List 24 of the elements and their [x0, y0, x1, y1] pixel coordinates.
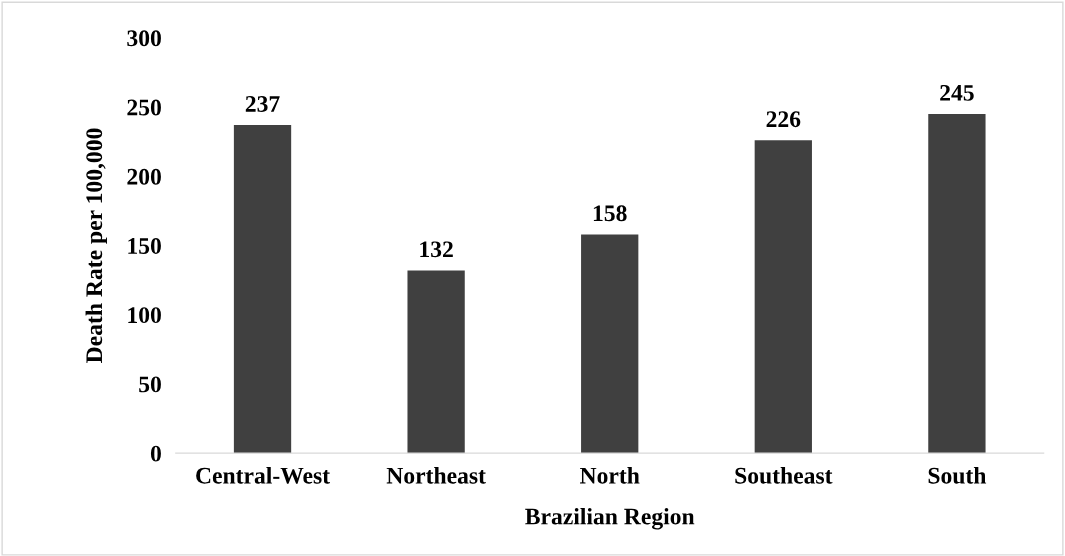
y-tick-label: 150 — [128, 237, 161, 254]
bar — [928, 113, 986, 454]
data-label: 226 — [766, 111, 801, 128]
data-label: 132 — [420, 241, 453, 258]
y-tick-label: 300 — [127, 30, 161, 47]
y-tick-label: 50 — [139, 376, 161, 393]
data-label: 237 — [245, 96, 280, 112]
y-tick-label: 250 — [127, 99, 161, 116]
y-axis-title: Death Rate per 100,000 — [85, 128, 107, 363]
x-tick-label: South — [928, 467, 987, 484]
x-tick-label: North — [580, 467, 640, 484]
x-tick-label: Central-West — [196, 467, 330, 484]
bar — [407, 270, 465, 454]
x-tick-label: Southeast — [735, 467, 833, 484]
bar — [581, 234, 639, 454]
x-tick-label: Northeast — [386, 467, 486, 484]
data-label: 245 — [940, 84, 974, 101]
y-tick-label: 200 — [127, 168, 161, 185]
bar — [754, 140, 812, 454]
y-tick-label: 0 — [150, 445, 161, 462]
x-axis-title: Brazilian Region — [525, 507, 695, 530]
y-tick-label: 100 — [128, 307, 161, 324]
bar — [233, 125, 292, 454]
data-label: 158 — [593, 205, 627, 222]
